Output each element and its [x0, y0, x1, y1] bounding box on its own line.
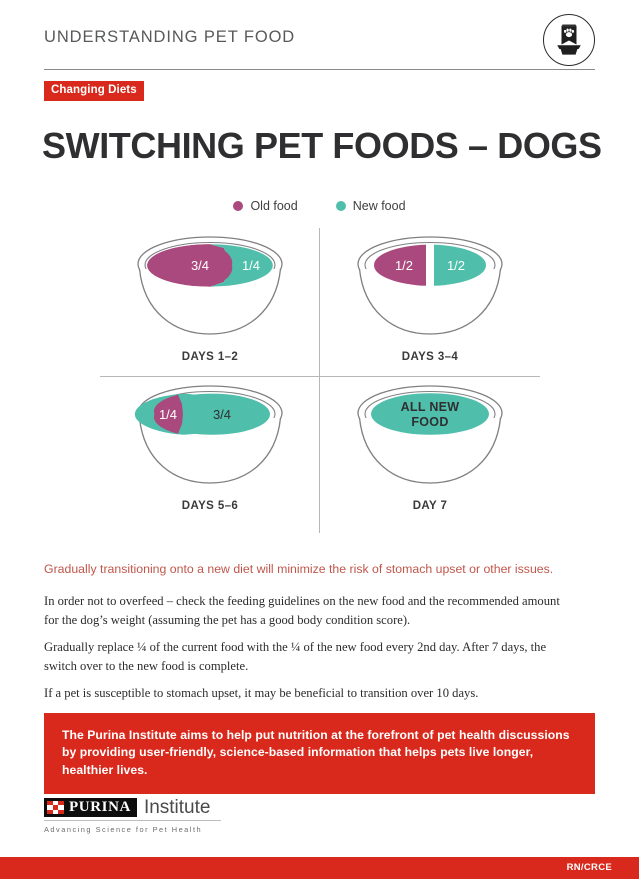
bowl-all-new-line1: ALL NEW	[401, 400, 460, 414]
bowl-caption-days-1-2: DAYS 1–2	[181, 351, 239, 363]
bowl-segment-new-label-1: 1/4	[242, 258, 260, 273]
pet-food-bag-and-bowl-icon	[543, 14, 595, 66]
header-title: UNDERSTANDING PET FOOD	[44, 28, 296, 46]
mission-callout: The Purina Institute aims to help put nu…	[44, 713, 595, 794]
bowl-graphic-days-3-4: 1/2 1/2	[346, 230, 514, 347]
bowl-graphic-days-1-2: 3/4 1/4	[126, 230, 294, 347]
body-paragraph-2: Gradually replace ¼ of the current food …	[44, 640, 547, 673]
body-paragraph-3: If a pet is susceptible to stomach upset…	[44, 686, 479, 700]
bowl-caption-days-3-4: DAYS 3–4	[401, 351, 459, 363]
purina-institute-logo: PURINA Institute Advancing Science for P…	[44, 798, 221, 834]
body-copy: In order not to overfeed – check the fee…	[44, 592, 564, 703]
page-header: UNDERSTANDING PET FOOD	[44, 14, 595, 66]
bowl-caption-day-7: DAY 7	[412, 500, 448, 512]
logo-wordmark-row: PURINA Institute	[44, 798, 221, 817]
logo-tagline: Advancing Science for Pet Health	[44, 825, 203, 834]
grid-vertical-divider	[319, 228, 320, 533]
bowl-panel-days-3-4: 1/2 1/2 DAYS 3–4	[320, 228, 540, 376]
legend-dot-old-food	[233, 201, 244, 211]
purina-wordmark: PURINA	[44, 798, 137, 817]
bowl-caption-days-5-6: DAYS 5–6	[181, 500, 239, 512]
bowl-quadrant-grid: 3/4 1/4 DAYS 1–2 1/2 1/2	[100, 228, 540, 533]
bowl-segment-new-label-2: 1/2	[447, 258, 465, 273]
grid-horizontal-divider	[100, 376, 540, 377]
bowl-all-new-line2: FOOD	[411, 415, 448, 429]
bowl-graphic-day-7: ALL NEW FOOD	[346, 379, 514, 496]
lead-paragraph: Gradually transitioning onto a new diet …	[44, 562, 554, 576]
bowl-panel-day-7: ALL NEW FOOD DAY 7	[320, 377, 540, 525]
legend-item-new-food: New food	[335, 199, 406, 213]
bowl-segment-old-label-1: 3/4	[191, 258, 209, 273]
legend-label-old-food: Old food	[250, 199, 298, 213]
bowl-segment-old-label-3: 1/4	[159, 407, 177, 422]
legend-item-old-food: Old food	[233, 199, 298, 213]
bowl-panel-days-5-6: 1/4 3/4 DAYS 5–6	[100, 377, 320, 525]
bowl-segment-old-label-2: 1/2	[395, 258, 413, 273]
legend-dot-new-food	[335, 201, 346, 211]
legend-label-new-food: New food	[352, 199, 406, 213]
purina-text: PURINA	[69, 799, 131, 815]
bowl-panel-days-1-2: 3/4 1/4 DAYS 1–2	[100, 228, 320, 376]
logo-divider	[44, 820, 221, 821]
header-divider	[44, 69, 595, 70]
footer-code: RN/CRCE	[566, 862, 612, 873]
legend: Old food New food	[0, 199, 639, 213]
bowl-segment-new-label-3: 3/4	[213, 407, 231, 422]
status-badge: Changing Diets	[44, 81, 144, 101]
bowl-graphic-days-5-6: 1/4 3/4	[126, 379, 294, 496]
institute-text: Institute	[143, 797, 211, 818]
purina-checkerboard-icon	[47, 800, 64, 815]
footer-bar: RN/CRCE	[0, 857, 639, 879]
body-paragraph-1: In order not to overfeed – check the fee…	[44, 594, 560, 627]
page-title: SWITCHING PET FOODS – DOGS	[42, 125, 602, 166]
